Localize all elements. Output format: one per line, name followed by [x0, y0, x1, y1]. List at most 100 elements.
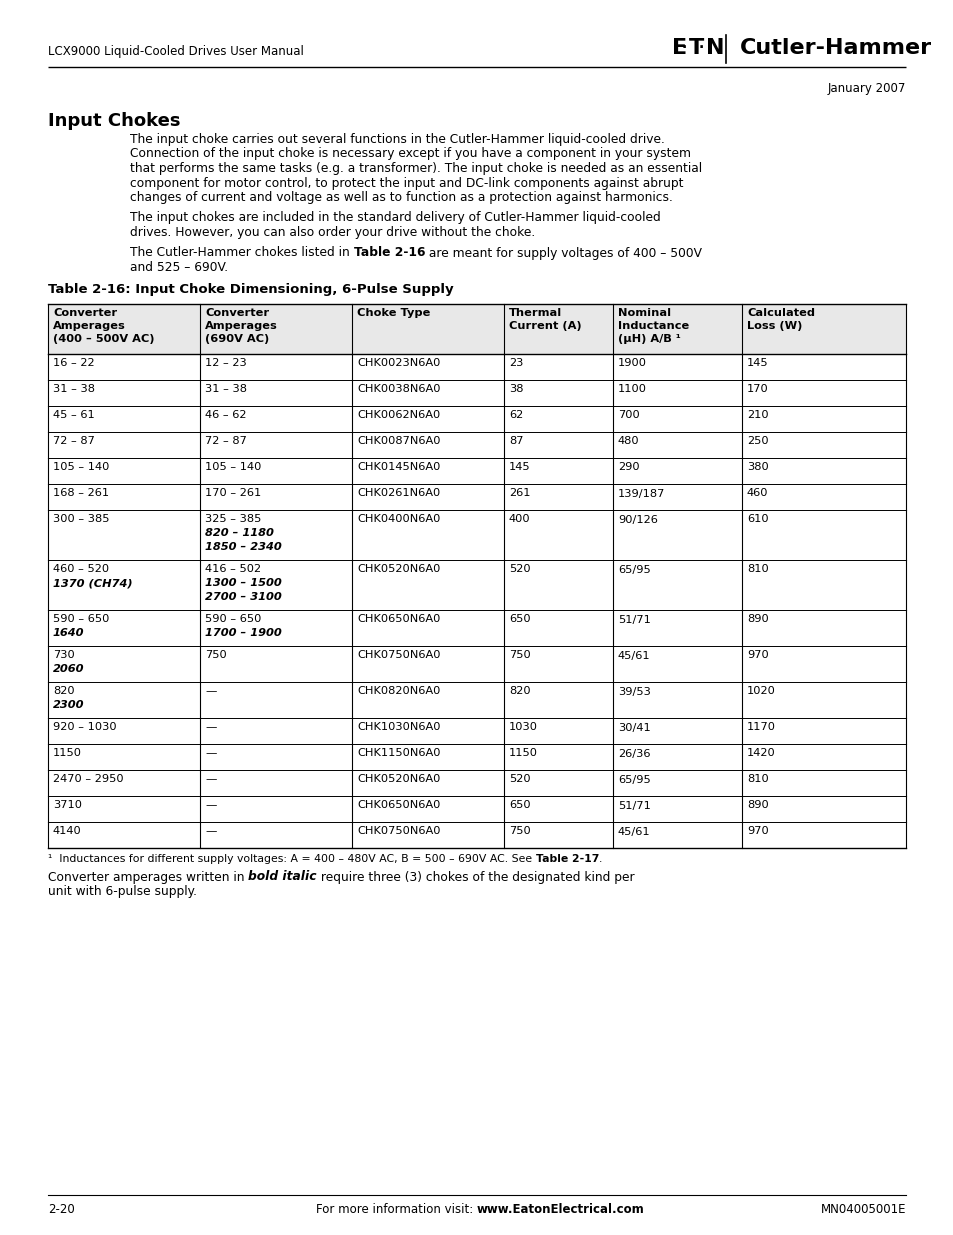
Text: Connection of the input choke is necessary except if you have a component in you: Connection of the input choke is necessa… [130, 147, 690, 161]
Text: —: — [205, 774, 216, 784]
Text: CHK0520N6A0: CHK0520N6A0 [356, 774, 440, 784]
Text: 145: 145 [746, 358, 768, 368]
Text: 45/61: 45/61 [618, 651, 650, 661]
Text: are meant for supply voltages of 400 – 500V: are meant for supply voltages of 400 – 5… [425, 247, 701, 259]
Text: 970: 970 [746, 826, 768, 836]
Text: —: — [205, 800, 216, 810]
Text: www.EatonElectrical.com: www.EatonElectrical.com [476, 1203, 644, 1216]
Text: 520: 520 [509, 774, 530, 784]
Text: —: — [205, 687, 216, 697]
Text: CHK0750N6A0: CHK0750N6A0 [356, 826, 440, 836]
Text: 105 – 140: 105 – 140 [53, 462, 110, 473]
Text: 2470 – 2950: 2470 – 2950 [53, 774, 124, 784]
Text: 460 – 520: 460 – 520 [53, 564, 109, 574]
Text: Table 2-16: Input Choke Dimensioning, 6-Pulse Supply: Table 2-16: Input Choke Dimensioning, 6-… [48, 284, 453, 296]
Text: —: — [205, 722, 216, 732]
Text: 1850 – 2340: 1850 – 2340 [205, 541, 281, 552]
Text: 590 – 650: 590 – 650 [205, 615, 261, 625]
Text: —: — [205, 748, 216, 758]
Text: CHK1150N6A0: CHK1150N6A0 [356, 748, 440, 758]
Text: 970: 970 [746, 651, 768, 661]
Text: 1030: 1030 [509, 722, 537, 732]
Text: The input chokes are included in the standard delivery of Cutler-Hammer liquid-c: The input chokes are included in the sta… [130, 211, 660, 225]
Text: ¹  Inductances for different supply voltages: A = 400 – 480V AC, B = 500 – 690V : ¹ Inductances for different supply volta… [48, 855, 535, 864]
Text: 62: 62 [509, 410, 522, 420]
Text: 610: 610 [746, 515, 768, 525]
Text: changes of current and voltage as well as to function as a protection against ha: changes of current and voltage as well a… [130, 191, 672, 204]
Text: 2060: 2060 [53, 664, 85, 674]
Text: bold italic: bold italic [248, 871, 316, 883]
Text: 325 – 385: 325 – 385 [205, 515, 261, 525]
Text: 72 – 87: 72 – 87 [53, 436, 94, 447]
Text: For more information visit:: For more information visit: [315, 1203, 476, 1216]
Text: CHK0750N6A0: CHK0750N6A0 [356, 651, 440, 661]
Text: 1100: 1100 [618, 384, 646, 394]
Text: CHK0145N6A0: CHK0145N6A0 [356, 462, 440, 473]
Text: LCX9000 Liquid-Cooled Drives User Manual: LCX9000 Liquid-Cooled Drives User Manual [48, 46, 304, 58]
Text: 12 – 23: 12 – 23 [205, 358, 247, 368]
Text: 290: 290 [618, 462, 639, 473]
Text: 31 – 38: 31 – 38 [205, 384, 247, 394]
Text: —: — [205, 826, 216, 836]
Text: 31 – 38: 31 – 38 [53, 384, 95, 394]
Text: N: N [705, 38, 723, 58]
Text: that performs the same tasks (e.g. a transformer). The input choke is needed as : that performs the same tasks (e.g. a tra… [130, 162, 701, 175]
Text: 380: 380 [746, 462, 768, 473]
Text: Thermal
Current (A): Thermal Current (A) [509, 309, 581, 331]
Text: Calculated
Loss (W): Calculated Loss (W) [746, 309, 814, 331]
Text: 890: 890 [746, 615, 768, 625]
Text: CHK0023N6A0: CHK0023N6A0 [356, 358, 440, 368]
Text: 480: 480 [618, 436, 639, 447]
Text: 750: 750 [509, 826, 530, 836]
Text: component for motor control, to protect the input and DC-link components against: component for motor control, to protect … [130, 177, 682, 189]
Text: 210: 210 [746, 410, 768, 420]
Text: Nominal
Inductance
(μH) A/B ¹: Nominal Inductance (μH) A/B ¹ [618, 309, 688, 345]
Text: 300 – 385: 300 – 385 [53, 515, 110, 525]
Text: CHK1030N6A0: CHK1030N6A0 [356, 722, 440, 732]
Text: 750: 750 [509, 651, 530, 661]
Text: 46 – 62: 46 – 62 [205, 410, 246, 420]
Text: 4140: 4140 [53, 826, 82, 836]
Text: 168 – 261: 168 – 261 [53, 489, 109, 499]
Text: The input choke carries out several functions in the Cutler-Hammer liquid-cooled: The input choke carries out several func… [130, 133, 664, 146]
Text: CHK0650N6A0: CHK0650N6A0 [356, 615, 440, 625]
Text: 170: 170 [746, 384, 768, 394]
Text: 520: 520 [509, 564, 530, 574]
Text: 3710: 3710 [53, 800, 82, 810]
Text: 650: 650 [509, 615, 530, 625]
Text: 105 – 140: 105 – 140 [205, 462, 261, 473]
Text: The Cutler-Hammer chokes listed in: The Cutler-Hammer chokes listed in [130, 247, 354, 259]
Text: E: E [671, 38, 686, 58]
Text: 72 – 87: 72 – 87 [205, 436, 247, 447]
Text: 1370 (CH74): 1370 (CH74) [53, 578, 132, 588]
Text: CHK0261N6A0: CHK0261N6A0 [356, 489, 439, 499]
Text: 38: 38 [509, 384, 523, 394]
Text: 30/41: 30/41 [618, 722, 650, 732]
Text: 920 – 1030: 920 – 1030 [53, 722, 116, 732]
Text: MN04005001E: MN04005001E [820, 1203, 905, 1216]
Text: 45/61: 45/61 [618, 826, 650, 836]
Text: Table 2-17: Table 2-17 [535, 855, 598, 864]
Text: 400: 400 [509, 515, 530, 525]
Text: 890: 890 [746, 800, 768, 810]
Text: 1640: 1640 [53, 629, 85, 638]
Text: 820: 820 [509, 687, 530, 697]
Text: January 2007: January 2007 [827, 82, 905, 95]
Text: 750: 750 [205, 651, 227, 661]
Text: CHK0087N6A0: CHK0087N6A0 [356, 436, 440, 447]
Text: 1420: 1420 [746, 748, 775, 758]
Text: 1700 – 1900: 1700 – 1900 [205, 629, 281, 638]
Text: ·: · [681, 41, 686, 56]
Text: 65/95: 65/95 [618, 564, 650, 574]
Text: CHK0650N6A0: CHK0650N6A0 [356, 800, 440, 810]
Text: 250: 250 [746, 436, 768, 447]
Text: 65/95: 65/95 [618, 774, 650, 784]
Text: 1300 – 1500: 1300 – 1500 [205, 578, 281, 588]
Text: Choke Type: Choke Type [356, 309, 430, 319]
Text: 810: 810 [746, 774, 768, 784]
Text: 1900: 1900 [618, 358, 646, 368]
Text: 90/126: 90/126 [618, 515, 658, 525]
Text: 650: 650 [509, 800, 530, 810]
Text: 810: 810 [746, 564, 768, 574]
Text: CHK0820N6A0: CHK0820N6A0 [356, 687, 440, 697]
